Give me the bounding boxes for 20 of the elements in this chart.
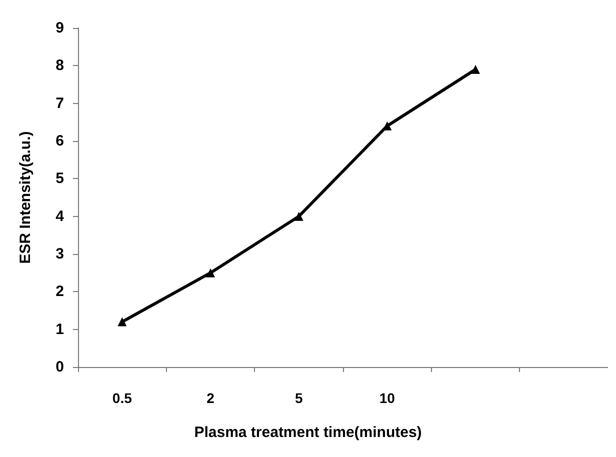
point — [294, 212, 304, 221]
y-tick-label: 7 — [56, 94, 64, 112]
y-tick-label: 3 — [56, 246, 64, 262]
point — [471, 64, 480, 74]
x-tick-label: 5 — [294, 390, 303, 406]
point — [206, 268, 215, 278]
y-tick-label: 8 — [56, 57, 64, 74]
y-tick-label: 6 — [56, 132, 64, 150]
y-tick-label: 2 — [56, 283, 64, 300]
y-tick-label: 9 — [56, 20, 64, 36]
y-axis-title: ESR Intensity(a.u.) — [17, 131, 34, 264]
x-tick-label: 0.5 — [112, 390, 132, 406]
y-tick-label: 0 — [56, 358, 64, 376]
point — [118, 317, 127, 326]
x-axis-title: Plasma treatment time(minutes) — [194, 424, 422, 441]
y-tick-label: 1 — [56, 320, 64, 338]
y-tick-label: 5 — [56, 170, 64, 188]
x-tick-label: 2 — [206, 390, 215, 406]
y-tick-label: 4 — [56, 208, 65, 225]
x-tick-label: 10 — [379, 390, 396, 406]
